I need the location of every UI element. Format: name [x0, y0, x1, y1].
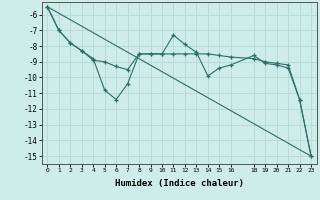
X-axis label: Humidex (Indice chaleur): Humidex (Indice chaleur) [115, 179, 244, 188]
